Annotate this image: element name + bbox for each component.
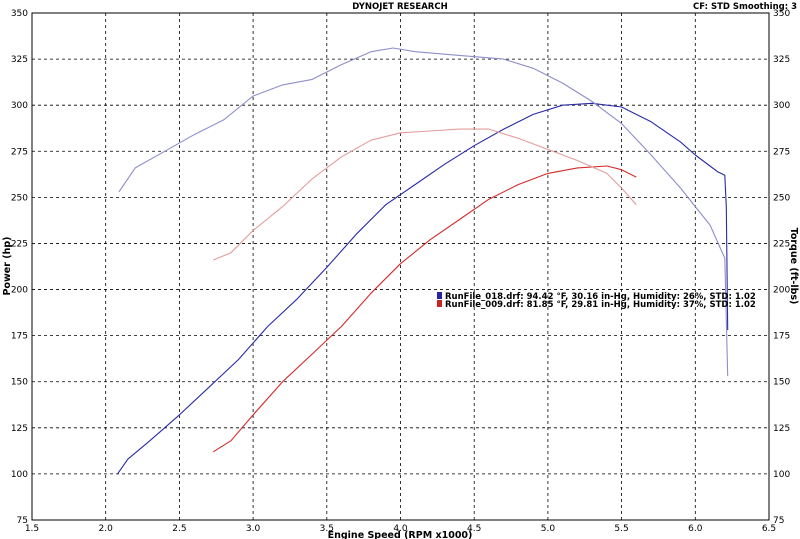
y-axis-title-right: Torque (ft-lbs) bbox=[788, 228, 799, 305]
y-tick-label-right: 300 bbox=[773, 101, 790, 111]
series-line-1 bbox=[117, 102, 729, 475]
x-tick-label: 4.0 bbox=[393, 524, 408, 534]
x-tick-label: 3.5 bbox=[320, 524, 334, 534]
y-tick-label-left: 150 bbox=[11, 378, 28, 388]
legend-label-run-018: RunFile_018.drf: 94.42 °F, 30.16 in-Hg, … bbox=[445, 292, 756, 302]
x-tick-label: 3.0 bbox=[246, 524, 261, 534]
legend-label-run-009: RunFile_009.drf: 81.85 °F, 29.81 in-Hg, … bbox=[445, 300, 756, 310]
y-tick-label-right: 250 bbox=[773, 193, 790, 203]
y-tick-label-right: 225 bbox=[773, 239, 790, 249]
y-tick-label-right: 150 bbox=[773, 378, 790, 388]
y-tick-label-right: 100 bbox=[773, 470, 790, 480]
y-tick-label-right: 350 bbox=[773, 9, 790, 19]
plot-frame bbox=[31, 12, 770, 521]
series-lines bbox=[117, 47, 729, 475]
y-tick-label-left: 300 bbox=[11, 101, 28, 111]
legend-swatch-run-018 bbox=[437, 292, 442, 299]
y-tick-label-right: 325 bbox=[773, 55, 790, 65]
y-tick-label-left: 325 bbox=[11, 55, 28, 65]
x-tick-label: 1.5 bbox=[25, 524, 39, 534]
y-tick-label-left: 100 bbox=[11, 470, 28, 480]
y-tick-label-left: 125 bbox=[11, 424, 28, 434]
grid-lines bbox=[32, 13, 769, 520]
x-tick-label: 2.0 bbox=[99, 524, 114, 534]
x-axis-title: Engine Speed (RPM x1000) bbox=[328, 530, 473, 539]
chart-settings: CF: STD Smoothing: 3 bbox=[693, 2, 797, 12]
x-tick-label: 5.0 bbox=[541, 524, 556, 534]
y-tick-label-right: 175 bbox=[773, 332, 790, 342]
y-tick-label-left: 75 bbox=[17, 516, 28, 526]
y-tick-label-left: 275 bbox=[11, 147, 28, 157]
axis-tick-labels: 1.5 2.0 2.5 3.0 3.5 4.0 4.5 5.0 5.5 6.0 6.575 75100… bbox=[11, 9, 791, 534]
y-tick-label-left: 225 bbox=[11, 239, 28, 249]
x-tick-label: 6.5 bbox=[762, 524, 776, 534]
y-tick-label-left: 350 bbox=[11, 9, 28, 19]
series-line-4 bbox=[213, 128, 637, 261]
series-line-3 bbox=[213, 165, 637, 453]
x-tick-label: 5.5 bbox=[614, 524, 628, 534]
legend-swatch-run-009 bbox=[437, 300, 442, 307]
y-tick-label-right: 75 bbox=[773, 516, 784, 526]
y-axis-title-left: Power (hp) bbox=[2, 237, 13, 296]
chart-title: DYNOJET RESEARCH bbox=[352, 2, 447, 12]
y-tick-label-right: 125 bbox=[773, 424, 790, 434]
y-tick-label-right: 275 bbox=[773, 147, 790, 157]
legend: RunFile_018.drf: 94.42 °F, 30.16 in-Hg, … bbox=[437, 292, 756, 310]
y-tick-label-left: 200 bbox=[11, 286, 28, 296]
y-tick-label-right: 200 bbox=[773, 286, 790, 296]
x-tick-label: 2.5 bbox=[172, 524, 186, 534]
y-tick-label-left: 175 bbox=[11, 332, 28, 342]
series-line-2 bbox=[118, 47, 729, 377]
x-tick-label: 6.0 bbox=[688, 524, 703, 534]
x-tick-label: 4.5 bbox=[467, 524, 481, 534]
y-tick-label-left: 250 bbox=[11, 193, 28, 203]
